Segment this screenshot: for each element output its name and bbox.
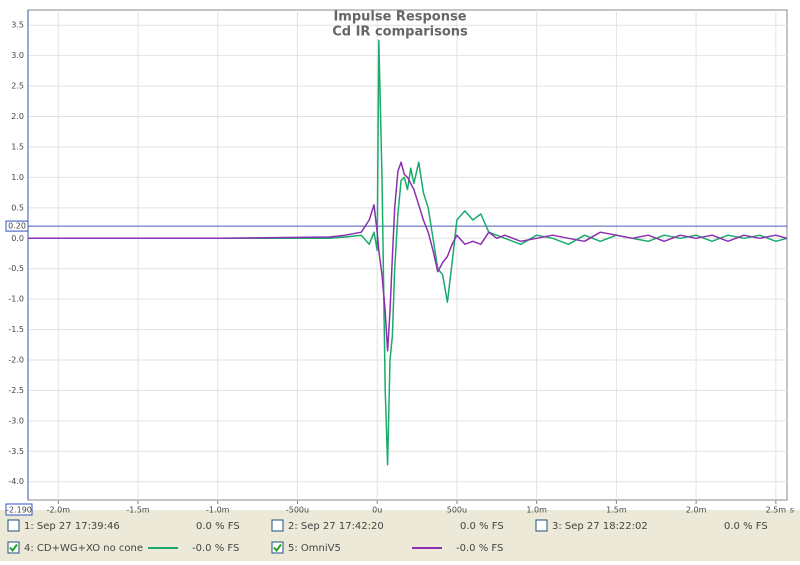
legend-level: -0.0 % FS [192, 543, 239, 554]
y-tick-label: -1.5 [8, 325, 24, 334]
y-tick-label: -3.0 [8, 416, 24, 425]
chart-subtitle: Cd IR comparisons [332, 25, 468, 40]
series-line [28, 161, 788, 352]
y-tick-label: -4.0 [8, 477, 24, 486]
checkbox [7, 541, 20, 554]
x-tick-label: 1.0m [526, 506, 547, 515]
checkbox [535, 519, 548, 532]
plot-area [27, 9, 788, 501]
x-tick-label: -500u [286, 506, 309, 515]
cursor-box [5, 220, 29, 232]
x-cursor-box [5, 503, 33, 516]
legend-label: 5: OmniV5 [288, 543, 341, 554]
x-tick-label: 1.5m [606, 506, 627, 515]
legend-panel [0, 510, 800, 561]
checkbox [7, 519, 20, 532]
checkbox [271, 519, 284, 532]
checkmark [9, 543, 18, 553]
chart-title: Impulse Response [333, 10, 466, 25]
legend-level: 0.0 % FS [196, 521, 240, 532]
y-tick-label: 0.0 [11, 234, 24, 243]
checkmark [273, 543, 282, 553]
y-tick-label: 2.0 [11, 112, 24, 121]
y-tick-label: -3.5 [8, 447, 24, 456]
legend-label: 2: Sep 27 17:42:20 [288, 521, 384, 532]
legend-level: 0.0 % FS [724, 521, 768, 532]
cursor-label: 0.20 [8, 222, 26, 231]
legend-label: 4: CD+WG+XO no cone [24, 543, 143, 554]
x-tick-label: 2.5m [766, 506, 787, 515]
y-tick-label: 1.5 [11, 142, 24, 151]
series-line [28, 39, 788, 466]
legend-label: 3: Sep 27 18:22:02 [552, 521, 648, 532]
y-tick-label: 0.5 [11, 203, 24, 212]
legend-level: 0.0 % FS [460, 521, 504, 532]
y-tick-label: -2.5 [8, 386, 24, 395]
x-cursor-label: -2.190 [6, 506, 32, 515]
x-tick-label: 2.0m [686, 506, 707, 515]
x-tick-label: 0u [372, 506, 382, 515]
x-tick-label: -1.5m [126, 506, 150, 515]
y-tick-label: 3.5 [11, 21, 24, 30]
legend-label: 1: Sep 27 17:39:46 [24, 521, 120, 532]
y-tick-label: -0.5 [8, 264, 24, 273]
x-tick-label: -2.0m [47, 506, 71, 515]
legend-level: -0.0 % FS [456, 543, 503, 554]
y-tick-label: -2.0 [8, 356, 24, 365]
y-tick-label: 1.0 [11, 173, 24, 182]
y-tick-label: 3.0 [11, 51, 24, 60]
y-tick-label: -1.0 [8, 295, 24, 304]
y-tick-label: 2.5 [11, 82, 24, 91]
x-tick-label: -1.0m [206, 506, 230, 515]
x-unit: s [790, 506, 794, 515]
x-tick-label: 500u [447, 506, 467, 515]
checkbox [271, 541, 284, 554]
